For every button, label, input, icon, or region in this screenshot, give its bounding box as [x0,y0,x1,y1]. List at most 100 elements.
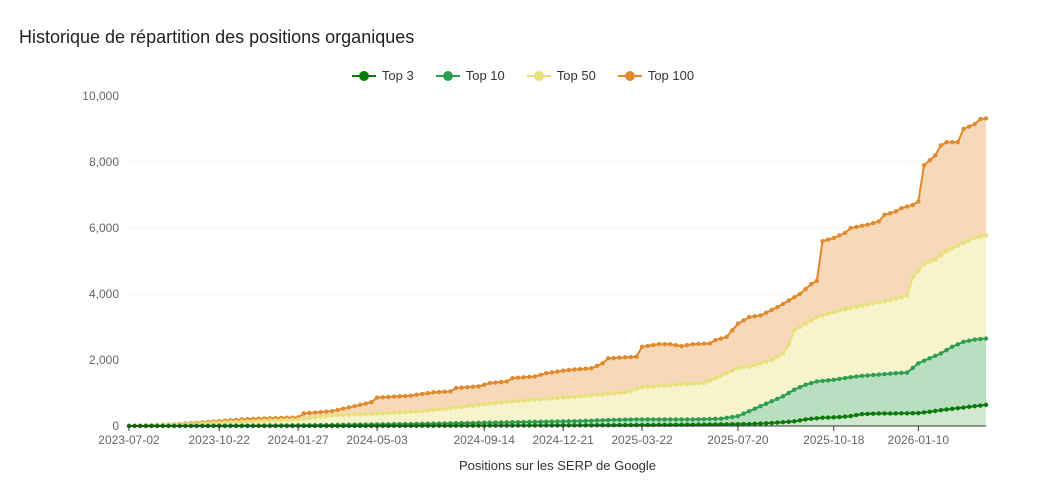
point-top3-144 [938,407,944,413]
point-top10-102 [701,416,707,422]
point-top100-43 [369,400,374,405]
point-top50-136 [893,296,898,302]
point-top3-88 [622,422,628,428]
point-top10-128 [848,374,853,380]
point-top10-122 [814,379,820,384]
point-top3-130 [859,411,865,417]
point-top3-82 [589,423,594,428]
point-top10-124 [825,378,831,383]
area-top50 [129,235,986,426]
legend-label-top3: Top 3 [381,68,414,83]
point-top10-80 [577,418,583,424]
point-top100-97 [673,342,679,348]
point-top100-111 [752,314,758,319]
point-top3-74 [544,423,549,428]
point-top3-80 [577,423,583,428]
point-top100-78 [566,367,571,373]
point-top10-136 [893,371,898,376]
point-top50-65 [493,400,498,406]
point-top10-100 [690,417,696,422]
point-top100-32 [307,410,312,416]
x-tick-label: 2025-03-22 [611,433,673,447]
point-top3-142 [927,409,932,415]
point-top100-86 [611,355,617,361]
point-top50-97 [673,382,679,387]
point-top100-84 [600,361,605,366]
point-top100-85 [606,356,611,361]
point-top3-116 [780,420,786,425]
point-top3-133 [876,411,882,416]
point-top100-98 [679,343,684,349]
point-top100-87 [617,355,622,360]
point-top100-36 [329,408,335,414]
point-top3-131 [865,411,870,417]
point-top50-133 [876,300,882,305]
point-top50-18 [228,419,233,425]
point-top100-99 [684,342,690,348]
point-top50-41 [357,411,363,417]
point-top100-34 [318,409,323,415]
point-top50-39 [346,412,352,417]
point-top100-93 [651,342,656,348]
legend-item-top50[interactable]: Top 50 [526,68,596,83]
point-top50-63 [482,402,487,407]
point-top100-109 [741,318,746,323]
point-top100-44 [374,395,380,400]
point-top3-136 [893,411,898,416]
legend-item-top3[interactable]: Top 3 [351,68,414,83]
point-top50-19 [233,419,239,425]
point-top3-76 [555,423,560,428]
point-top100-59 [459,385,464,390]
point-top50-64 [487,401,493,406]
legend-label-top100: Top 100 [647,68,695,83]
x-tick-label: 2024-05-03 [346,433,408,447]
point-top50-86 [611,391,617,396]
point-top50-107 [730,368,735,373]
series-areas [129,118,986,426]
point-top50-84 [600,391,605,397]
point-top3-72 [532,423,538,428]
point-top100-41 [357,402,363,408]
point-top100-143 [933,153,938,158]
point-top10-137 [899,370,904,376]
point-top100-113 [763,310,769,315]
point-top3-128 [848,413,853,419]
point-top10-129 [854,374,859,379]
legend-item-top100[interactable]: Top 100 [617,68,695,83]
point-top100-47 [391,394,397,399]
point-top10-88 [622,417,628,422]
point-top50-81 [583,393,588,398]
legend-item-top10[interactable]: Top 10 [435,68,505,83]
point-top100-55 [436,389,442,395]
point-top50-74 [544,396,549,401]
point-top100-127 [842,230,848,236]
point-top50-148 [961,240,966,246]
point-top10-119 [797,385,803,390]
point-top100-82 [589,366,594,371]
point-top10-69 [515,419,521,425]
point-top100-37 [335,407,340,413]
point-top3-114 [769,420,774,426]
point-top100-104 [713,338,718,343]
point-top100-102 [701,341,707,346]
x-tick-label: 2023-10-22 [189,433,251,447]
point-top10-72 [532,419,538,425]
point-top10-121 [809,380,814,386]
point-top50-52 [419,408,425,414]
point-top3-141 [921,410,927,415]
point-top10-84 [600,418,605,423]
point-top100-114 [769,307,774,313]
point-top50-146 [949,246,955,251]
point-top10-133 [876,372,882,377]
point-top100-100 [690,341,696,347]
point-top50-66 [498,400,504,405]
point-top100-144 [938,143,944,148]
point-top100-149 [966,124,972,129]
point-top50-128 [848,305,853,311]
x-tick-label: 2024-09-14 [454,433,516,447]
point-top10-75 [549,419,555,424]
point-top50-21 [245,419,250,424]
x-tick-label: 2023-07-02 [98,433,160,447]
point-top100-58 [453,385,459,391]
